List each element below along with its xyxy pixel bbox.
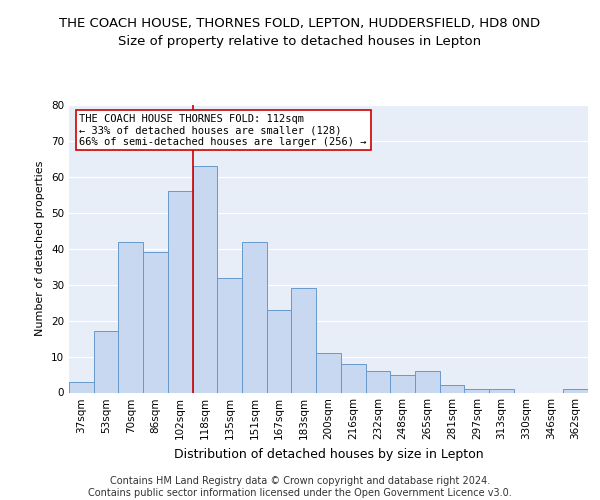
Text: Contains public sector information licensed under the Open Government Licence v3: Contains public sector information licen… xyxy=(88,488,512,498)
Text: THE COACH HOUSE, THORNES FOLD, LEPTON, HUDDERSFIELD, HD8 0ND: THE COACH HOUSE, THORNES FOLD, LEPTON, H… xyxy=(59,18,541,30)
Text: THE COACH HOUSE THORNES FOLD: 112sqm
← 33% of detached houses are smaller (128)
: THE COACH HOUSE THORNES FOLD: 112sqm ← 3… xyxy=(79,114,367,147)
Bar xyxy=(143,252,168,392)
Bar xyxy=(390,374,415,392)
Text: Contains HM Land Registry data © Crown copyright and database right 2024.: Contains HM Land Registry data © Crown c… xyxy=(110,476,490,486)
Bar xyxy=(217,278,242,392)
Y-axis label: Number of detached properties: Number of detached properties xyxy=(35,161,46,336)
Bar xyxy=(242,242,267,392)
Bar xyxy=(267,310,292,392)
Bar xyxy=(292,288,316,393)
Bar xyxy=(168,191,193,392)
Bar xyxy=(489,389,514,392)
Bar xyxy=(341,364,365,392)
Bar xyxy=(94,332,118,392)
Bar xyxy=(464,389,489,392)
Bar xyxy=(365,371,390,392)
Bar xyxy=(193,166,217,392)
Bar xyxy=(563,389,588,392)
Bar xyxy=(118,242,143,392)
Bar xyxy=(440,386,464,392)
X-axis label: Distribution of detached houses by size in Lepton: Distribution of detached houses by size … xyxy=(173,448,484,461)
Bar xyxy=(316,353,341,393)
Bar xyxy=(69,382,94,392)
Text: Size of property relative to detached houses in Lepton: Size of property relative to detached ho… xyxy=(118,35,482,48)
Bar xyxy=(415,371,440,392)
